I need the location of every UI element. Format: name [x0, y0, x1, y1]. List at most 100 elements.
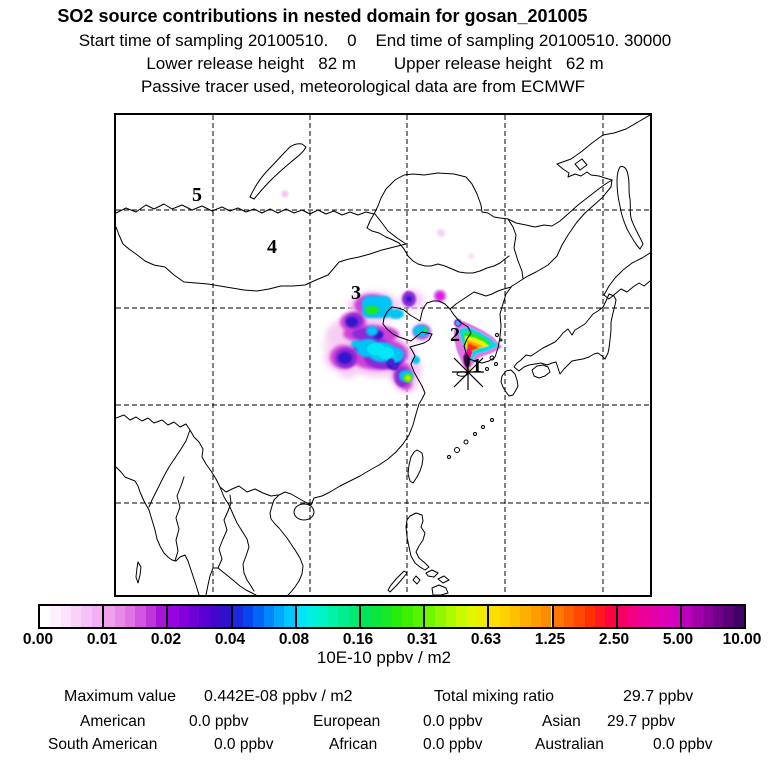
colorbar-cell	[145, 606, 156, 627]
colorbar-cell	[499, 606, 511, 627]
colorbar-cell	[574, 606, 585, 627]
colorbar-cell	[445, 606, 457, 627]
colorbar-cell	[40, 606, 51, 627]
colorbar-tick: 0.04	[214, 631, 246, 648]
colorbar-cell	[476, 606, 488, 627]
lake-baikal	[249, 143, 307, 200]
region-south-american-label: South American	[48, 736, 158, 753]
colorbar-cell	[81, 606, 92, 627]
colorbar-tick: 10.00	[722, 631, 762, 648]
colorbar-cell	[702, 606, 713, 627]
colorbar-tick: 5.00	[662, 631, 694, 648]
island-kyushu	[500, 369, 519, 397]
colorbar-cell	[327, 606, 339, 627]
colorbar-cell	[381, 606, 393, 627]
colorbar-cell	[135, 606, 146, 627]
map-region-label-5: 5	[192, 184, 202, 206]
colorbar-cell	[307, 606, 318, 627]
colorbar-cell	[584, 606, 595, 627]
colorbar-interval	[40, 606, 103, 627]
colorbar-cell	[563, 606, 575, 627]
colorbar-cell	[371, 606, 382, 627]
colorbar-cell	[155, 606, 167, 627]
colorbar-cell	[692, 606, 703, 627]
colorbar-tick: 0.01	[86, 631, 118, 648]
island-sakhalin	[616, 166, 644, 250]
border-mongolia	[115, 213, 407, 292]
colorbar-tick: 0.31	[406, 631, 438, 648]
max-value: 0.442E-08 ppbv / m2	[204, 688, 353, 705]
colorbar-interval	[102, 606, 167, 627]
border-russia-south	[115, 172, 613, 228]
region-australian-label: Australian	[535, 736, 604, 753]
island-taiwan	[407, 449, 424, 484]
colorbar-cell	[168, 606, 179, 627]
colorbar-interval	[230, 606, 295, 627]
border-korea-yalu	[449, 286, 512, 310]
colorbar-cell	[530, 606, 542, 627]
colorbar-cell	[71, 606, 82, 627]
colorbar-cell	[681, 606, 693, 627]
colorbar-interval	[551, 606, 616, 627]
island-shantar	[574, 158, 588, 171]
region-south-american-value: 0.0 ppbv	[214, 736, 274, 753]
colorbar-cell	[402, 606, 413, 627]
colorbar-cell	[638, 606, 649, 627]
island-luzon	[405, 512, 430, 571]
colorbar-cell	[50, 606, 61, 627]
region-american-label: American	[80, 713, 146, 730]
map-region-label-1: 1	[472, 355, 482, 377]
colorbar-cell	[541, 606, 552, 627]
map-region-label-3: 3	[351, 282, 361, 304]
colorbar-cell	[232, 606, 243, 627]
map-svg: 5 4 3 21	[115, 114, 651, 596]
colorbar-cell	[317, 606, 328, 627]
colorbar-cell	[733, 606, 745, 627]
colorbar-cell	[605, 606, 616, 627]
region-european-label: European	[313, 713, 381, 730]
colorbar-cell	[360, 606, 372, 627]
colorbar-tick: 0.02	[150, 631, 182, 648]
colorbar-cell	[617, 606, 629, 627]
so2-isolated-spots	[281, 190, 474, 303]
colorbar-cell	[456, 606, 467, 627]
colorbar-cell	[348, 606, 359, 627]
colorbar-cell	[124, 606, 136, 627]
colorbar-interval	[294, 606, 359, 627]
islands-andaman	[135, 561, 142, 584]
region-american-value: 0.0 ppbv	[189, 713, 249, 730]
colorbar-cell	[263, 606, 274, 627]
colorbar-cell	[712, 606, 724, 627]
so2-plume-china	[322, 290, 431, 393]
colorbar-cell	[338, 606, 349, 627]
colorbar-interval	[679, 606, 745, 627]
colorbar-cell	[466, 606, 477, 627]
page-title: SO2 source contributions in nested domai…	[57, 6, 588, 26]
colorbar-cell	[425, 606, 436, 627]
island-hokkaido	[603, 252, 651, 300]
colorbar-cell	[253, 606, 264, 627]
colorbar	[38, 604, 746, 629]
borders-se-asia	[115, 414, 279, 592]
colorbar-tick: 1.25	[534, 631, 566, 648]
colorbar-cell	[669, 606, 680, 627]
map-region-label-4: 4	[267, 236, 277, 258]
colorbar-interval	[166, 606, 231, 627]
tracer-note-line: Passive tracer used, meteorological data…	[140, 77, 586, 96]
receptor-star-marker	[452, 355, 484, 390]
region-african-value: 0.0 ppbv	[423, 736, 483, 753]
release-height-line: Lower release height 82 m Upper release …	[146, 54, 604, 73]
colorbar-tick: 0.63	[470, 631, 502, 648]
colorbar-cell	[594, 606, 606, 627]
region-european-value: 0.0 ppbv	[423, 713, 483, 730]
coastlines	[115, 114, 651, 596]
colorbar-cell	[91, 606, 103, 627]
colorbar-cell	[284, 606, 295, 627]
coast-bay-of-bengal	[115, 466, 257, 596]
colorbar-cell	[648, 606, 660, 627]
region-asian-label: Asian	[542, 713, 581, 730]
colorbar-cell	[104, 606, 115, 627]
colorbar-cell	[274, 606, 285, 627]
colorbar-cell	[242, 606, 254, 627]
region-african-label: African	[329, 736, 378, 753]
